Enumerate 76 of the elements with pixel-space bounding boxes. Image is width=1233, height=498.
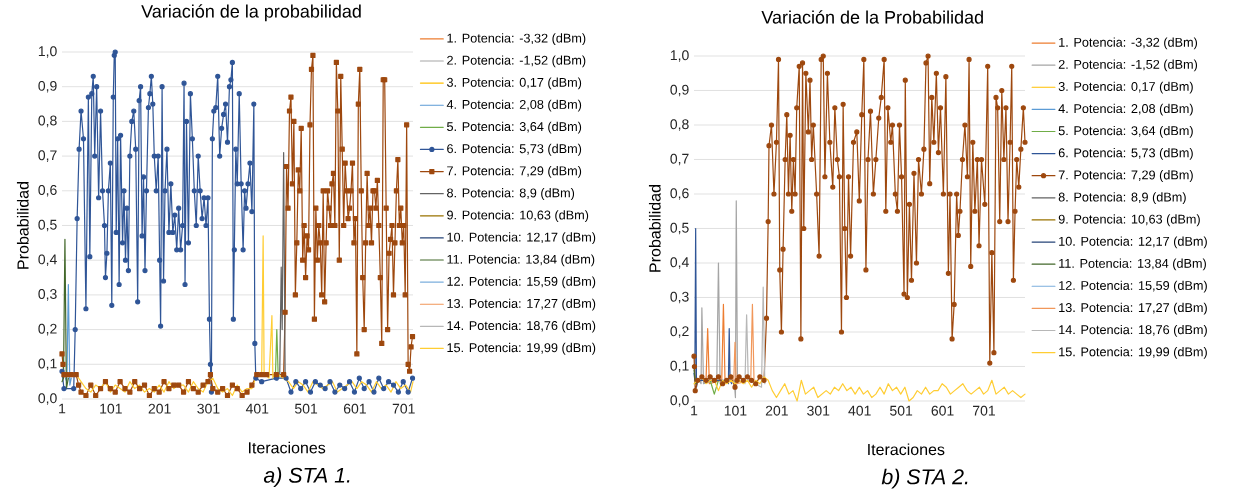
legend-label: 3. Potencia: 0,17 (dBm) <box>446 77 582 90</box>
legend-label: 11. Potencia: 13,84 (dBm) <box>1059 258 1206 271</box>
y-tick-label: 0,7 <box>38 150 57 162</box>
x-axis-title: Iteraciones <box>868 443 945 456</box>
x-tick-label: 501 <box>294 403 318 414</box>
x-tick-label: 201 <box>148 403 171 414</box>
chart-title: Variación de la probabilidad <box>141 4 361 22</box>
legend-label: 1. Potencia: -3,32 (dBm) <box>447 33 586 46</box>
y-axis-title: Probabilidad <box>648 185 661 272</box>
x-tick-label: 701 <box>973 405 995 416</box>
legend-label: 8. Potencia: 8,9 (dBm) <box>1058 192 1186 205</box>
text: b) STA 2. <box>881 468 968 489</box>
y-tick-label: 0,6 <box>670 188 689 200</box>
y-tick-label: 0,4 <box>38 254 57 266</box>
y-tick-label: 0,1 <box>670 360 689 373</box>
legend-label: 13. Potencia: 17,27 (dBm) <box>447 298 596 311</box>
x-tick-label: 601 <box>343 403 366 414</box>
y-axis-title: Probabilidad <box>16 182 29 269</box>
x-axis-title: Iteraciones <box>249 441 326 454</box>
x-tick-label: 401 <box>848 405 871 416</box>
legend-label: 14. Potencia: 18,76 (dBm) <box>447 320 596 333</box>
legend-label: 9. Potencia: 10,63 (dBm) <box>1058 214 1200 227</box>
text: a) STA 1. <box>263 467 350 487</box>
legend-label: 8. Potencia: 8,9 (dBm) <box>447 188 575 200</box>
y-tick-label: 0,0 <box>670 395 689 407</box>
chart-title: Variación de la Probabilidad <box>761 10 983 24</box>
y-tick-label: 0,3 <box>38 289 57 301</box>
x-tick-label: 1 <box>59 403 66 414</box>
legend-label: 13. Potencia: 17,27 (dBm) <box>1059 302 1207 315</box>
y-tick-label: 0,2 <box>670 326 689 338</box>
legend-label: 7. Potencia: 7,29 (dBm) <box>1058 170 1193 182</box>
legend-label: 15. Potencia: 19,99 (dBm) <box>447 342 596 355</box>
x-tick-label: 101 <box>100 403 122 414</box>
legend-label: 10. Potencia: 12,17 (dBm) <box>1059 236 1207 249</box>
y-tick-label: 0,6 <box>38 185 57 197</box>
legend-label: 6. Potencia: 5,73 (dBm) <box>1058 148 1193 160</box>
legend-label: 7. Potencia: 7,29 (dBm) <box>447 165 582 178</box>
legend-label: 11. Potencia: 13,84 (dBm) <box>447 254 595 267</box>
legend-label: 1. Potencia: -3,32 (dBm) <box>1059 37 1198 50</box>
x-tick-label: 701 <box>392 403 415 414</box>
y-tick-label: 0,9 <box>670 84 689 97</box>
x-tick-label: 301 <box>197 403 220 414</box>
y-tick-label: 0,2 <box>38 323 57 336</box>
y-tick-label: 0,7 <box>670 153 689 166</box>
x-tick-label: 1 <box>691 405 698 416</box>
y-tick-label: 0,1 <box>38 358 57 371</box>
x-tick-label: 401 <box>245 403 269 414</box>
y-tick-label: 0,5 <box>670 222 689 235</box>
x-tick-label: 101 <box>724 405 747 416</box>
legend-label: 10. Potencia: 12,17 (dBm) <box>447 232 596 245</box>
x-tick-label: 301 <box>807 405 830 416</box>
y-tick-label: 0,0 <box>38 393 57 405</box>
legend-label: 5. Potencia: 3,64 (dBm) <box>1058 125 1193 138</box>
legend-label: 4. Potencia: 2,08 (dBm) <box>446 99 582 112</box>
y-tick-label: 0,4 <box>670 257 689 269</box>
legend-label: 9. Potencia: 10,63 (dBm) <box>447 210 589 222</box>
x-tick-label: 601 <box>931 405 954 416</box>
y-tick-label: 0,9 <box>38 80 57 93</box>
legend-label: 2. Potencia: -1,52 (dBm) <box>447 55 586 68</box>
legend-label: 12. Potencia: 15,59 (dBm) <box>1059 280 1207 293</box>
legend-label: 14. Potencia: 18,76 (dBm) <box>1059 324 1207 337</box>
legend-label: 5. Potencia: 3,64 (dBm) <box>447 121 582 134</box>
y-tick-label: 0,8 <box>38 115 57 128</box>
y-tick-label: 1,0 <box>670 50 689 62</box>
legend-label: 12. Potencia: 15,59 (dBm) <box>447 276 596 289</box>
y-tick-label: 0,3 <box>670 291 689 304</box>
x-tick-label: 501 <box>890 405 913 416</box>
x-tick-label: 201 <box>765 405 788 416</box>
y-tick-label: 0,5 <box>38 219 57 232</box>
legend-label: 2. Potencia: -1,52 (dBm) <box>1058 59 1198 72</box>
legend-label: 3. Potencia: 0,17 (dBm) <box>1058 81 1193 94</box>
y-tick-label: 1,0 <box>38 46 57 58</box>
legend-label: 6. Potencia: 5,73 (dBm) <box>447 143 582 156</box>
legend-label: 4. Potencia: 2,08 (dBm) <box>1058 103 1193 116</box>
legend-label: 15. Potencia: 19,99 (dBm) <box>1059 347 1207 359</box>
y-tick-label: 0,8 <box>670 119 689 131</box>
